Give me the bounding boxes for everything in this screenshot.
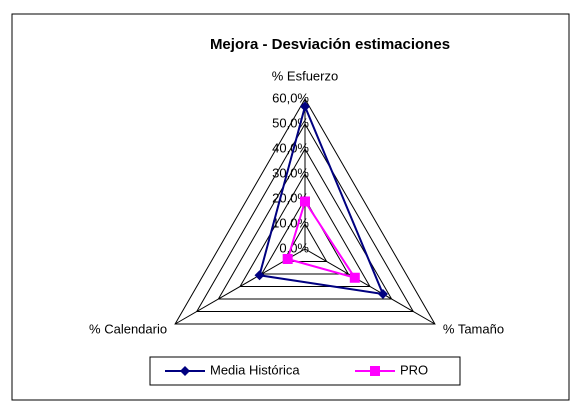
- grid-line: [195, 122, 415, 312]
- grid-line: [282, 222, 328, 262]
- axis-line: [304, 248, 436, 325]
- series-line: [286, 199, 358, 280]
- data-point: [254, 270, 265, 281]
- series-line: [258, 103, 385, 296]
- y-tick-label: 60,0%: [272, 90, 309, 105]
- grid-line: [217, 147, 393, 300]
- category-label: % Esfuerzo: [272, 68, 338, 83]
- chart-frame: [11, 13, 570, 401]
- data-point: [282, 254, 293, 264]
- legend-label: PRO: [400, 362, 428, 377]
- category-label: % Tamaño: [443, 321, 504, 336]
- data-point: [300, 196, 310, 207]
- data-point: [377, 289, 388, 299]
- y-tick-label: 0,0%: [279, 240, 309, 255]
- y-tick-label: 30,0%: [272, 165, 309, 180]
- chart-title: Mejora - Desviación estimaciones: [210, 36, 450, 53]
- grid-line: [260, 197, 350, 275]
- legend-label: Media Histórica: [210, 362, 300, 377]
- category-label: % Calendario: [89, 321, 167, 336]
- y-tick-label: 40,0%: [272, 140, 309, 155]
- data-point: [349, 272, 360, 283]
- grid-line: [174, 97, 436, 325]
- y-tick-label: 50,0%: [272, 115, 309, 130]
- data-point: [300, 101, 310, 112]
- legend-marker: [180, 366, 190, 376]
- y-tick-label: 10,0%: [272, 215, 309, 230]
- legend-marker: [370, 366, 380, 376]
